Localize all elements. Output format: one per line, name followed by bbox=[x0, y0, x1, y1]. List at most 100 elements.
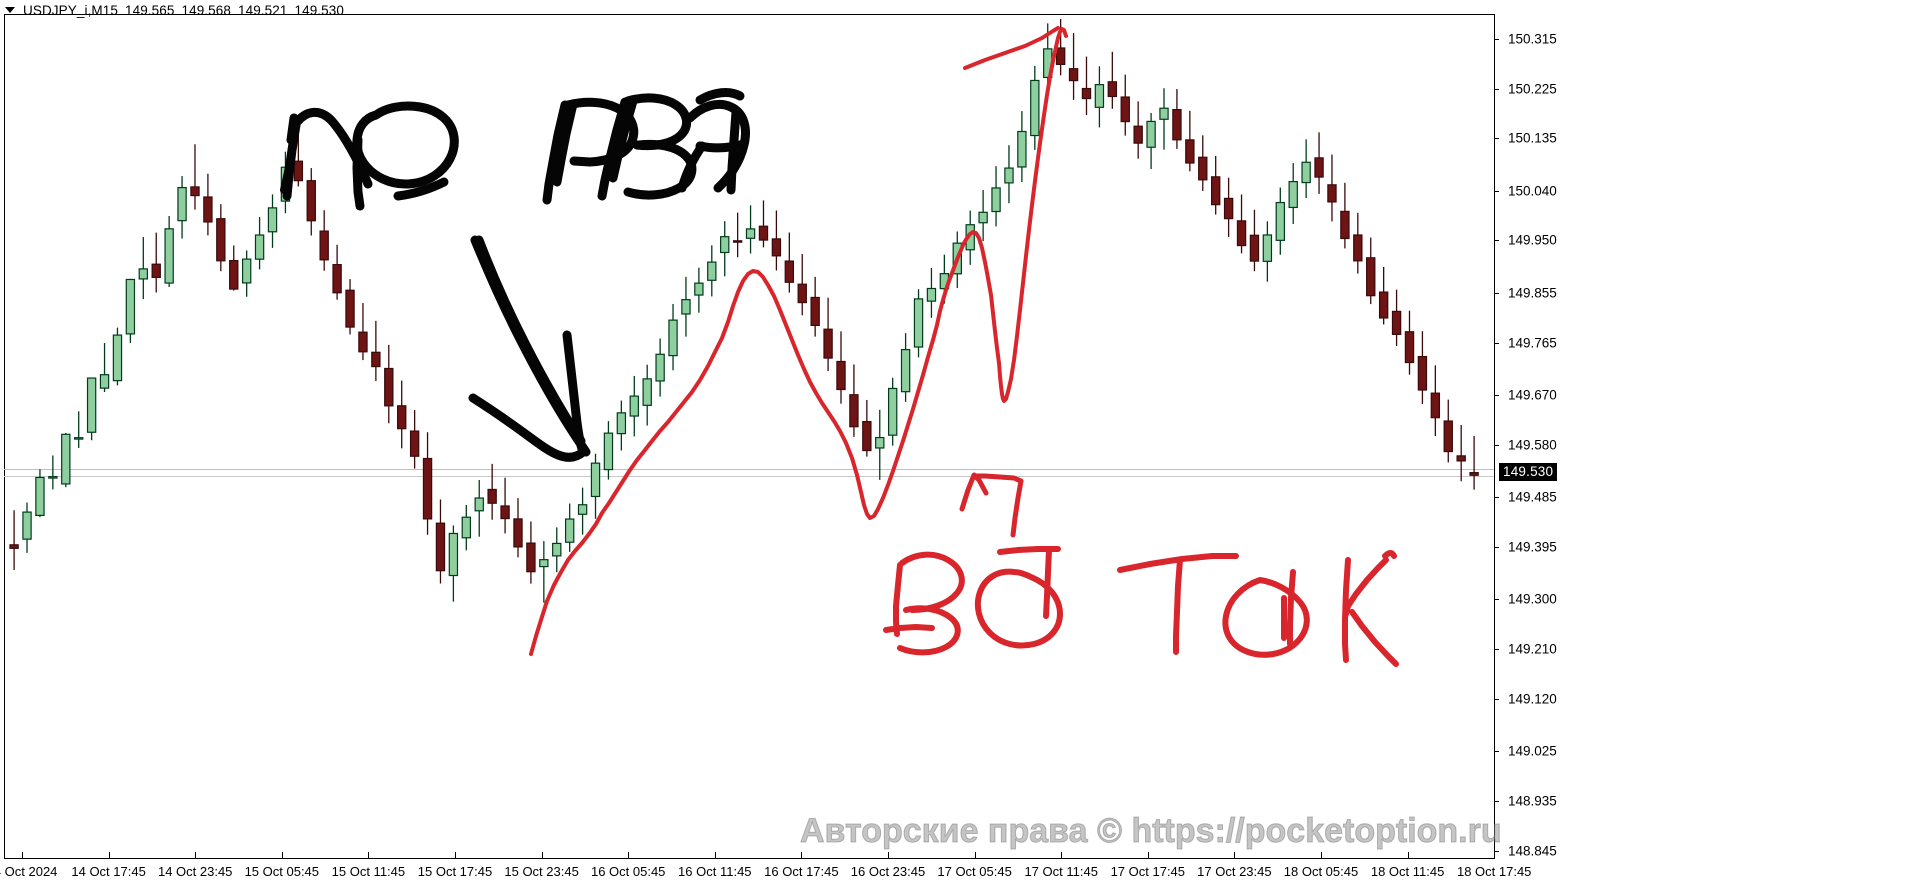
price-tick-label: 149.580 bbox=[1508, 437, 1557, 453]
candle-body bbox=[397, 405, 407, 430]
candle-body bbox=[823, 328, 833, 359]
candle-body bbox=[9, 544, 19, 549]
price-tick bbox=[1494, 547, 1499, 549]
candle-body bbox=[1017, 130, 1027, 168]
candle-body bbox=[1288, 181, 1298, 209]
time-tick-label: 18 Oct 11:45 bbox=[1370, 864, 1445, 879]
candle-body bbox=[86, 377, 97, 433]
price-tick-label: 150.040 bbox=[1508, 183, 1557, 199]
candle-body bbox=[1055, 47, 1066, 65]
candle-body bbox=[603, 432, 614, 471]
price-tick-label: 149.395 bbox=[1508, 539, 1557, 555]
candle-body bbox=[1198, 156, 1208, 181]
candle-body bbox=[280, 166, 291, 202]
candle-body bbox=[1249, 234, 1260, 262]
candle-body bbox=[952, 242, 962, 275]
candle-body bbox=[900, 349, 911, 393]
candle-body bbox=[345, 289, 355, 328]
candle-body bbox=[681, 299, 691, 315]
candle-body bbox=[1133, 125, 1143, 144]
price-tick-label: 148.935 bbox=[1508, 793, 1557, 809]
price-tick-label: 149.855 bbox=[1508, 285, 1557, 301]
time-tick bbox=[195, 852, 197, 859]
time-tick-label: 17 Oct 23:45 bbox=[1197, 864, 1272, 879]
candle-body bbox=[849, 394, 859, 428]
candle-body bbox=[1456, 455, 1466, 462]
candle-body bbox=[371, 351, 381, 368]
candle-body bbox=[1275, 201, 1285, 241]
candle-body bbox=[513, 518, 523, 548]
price-tick-label: 149.950 bbox=[1508, 232, 1557, 248]
candle-body bbox=[939, 273, 950, 290]
quote-close: 149.530 bbox=[294, 2, 344, 18]
candle-body bbox=[448, 532, 459, 577]
candle-body bbox=[1081, 87, 1092, 100]
candle-body bbox=[1443, 420, 1453, 453]
time-tick-label: 18 Oct 05:45 bbox=[1283, 864, 1359, 879]
candle-body bbox=[668, 319, 678, 357]
candle-body bbox=[1366, 257, 1376, 297]
price-axis-line bbox=[1494, 14, 1495, 859]
triangle-down-icon[interactable] bbox=[5, 7, 15, 13]
candle-body bbox=[707, 261, 717, 281]
candle-body bbox=[862, 420, 872, 452]
candle-body bbox=[577, 504, 588, 515]
candle-body bbox=[1223, 197, 1234, 220]
candle-body bbox=[125, 278, 136, 335]
candle-body bbox=[720, 236, 730, 254]
candle-body bbox=[1068, 68, 1079, 82]
candle-body bbox=[564, 518, 575, 543]
time-tick-label: 16 Oct 17:45 bbox=[764, 864, 839, 879]
price-tick bbox=[1494, 649, 1499, 651]
candle-body bbox=[358, 331, 368, 353]
time-tick bbox=[1494, 852, 1496, 859]
candle-body bbox=[151, 263, 161, 278]
candle-body bbox=[461, 516, 472, 539]
candle-body bbox=[771, 238, 782, 257]
candle-body bbox=[241, 258, 252, 284]
candle-body bbox=[991, 187, 1001, 213]
candle-body bbox=[1430, 392, 1441, 419]
candle-body bbox=[784, 260, 795, 283]
candle-body bbox=[35, 476, 45, 516]
candle-body bbox=[267, 207, 278, 233]
candle-body bbox=[1185, 139, 1195, 164]
candle-body bbox=[642, 378, 652, 406]
quote-high: 149.568 bbox=[181, 2, 231, 18]
time-tick bbox=[801, 852, 803, 859]
price-tick bbox=[1494, 342, 1499, 344]
time-tick-label: 15 Oct 23:45 bbox=[504, 864, 579, 879]
price-tick-label: 149.120 bbox=[1508, 691, 1557, 707]
time-tick bbox=[1407, 852, 1409, 859]
price-tick bbox=[1494, 751, 1499, 753]
time-tick bbox=[455, 852, 456, 859]
time-axis-line bbox=[4, 858, 1494, 859]
candle-body bbox=[1417, 355, 1428, 391]
candlestick-series bbox=[9, 19, 1479, 603]
price-tick bbox=[1494, 240, 1499, 242]
time-tick-label: 14 Oct 23:45 bbox=[157, 864, 233, 879]
candle-body bbox=[216, 218, 226, 262]
price-tick-label: 148.845 bbox=[1508, 843, 1557, 859]
candle-body bbox=[1094, 84, 1105, 108]
candle-body bbox=[99, 374, 110, 389]
price-tick-label: 149.300 bbox=[1508, 591, 1557, 607]
current-price-tag: 149.530 bbox=[1499, 463, 1558, 482]
candle-body bbox=[913, 298, 924, 348]
candle-body bbox=[1301, 161, 1311, 184]
candle-body bbox=[887, 387, 898, 436]
plot-top-border bbox=[4, 14, 1494, 15]
candle-body bbox=[203, 196, 213, 223]
time-tick bbox=[974, 852, 976, 859]
candle-body bbox=[435, 522, 446, 572]
price-tick-label: 150.135 bbox=[1508, 130, 1557, 146]
time-tick-label: 15 Oct 05:45 bbox=[244, 864, 320, 879]
price-tick-label: 150.315 bbox=[1508, 31, 1557, 47]
quote-low: 149.521 bbox=[237, 2, 288, 18]
price-tick-label: 149.485 bbox=[1508, 489, 1557, 505]
candle-body bbox=[629, 395, 639, 417]
price-tick bbox=[1494, 395, 1499, 397]
candle-body bbox=[1043, 48, 1053, 79]
time-tick-label: 15 Oct 17:45 bbox=[417, 864, 493, 879]
price-tick-label: 150.225 bbox=[1508, 81, 1557, 97]
